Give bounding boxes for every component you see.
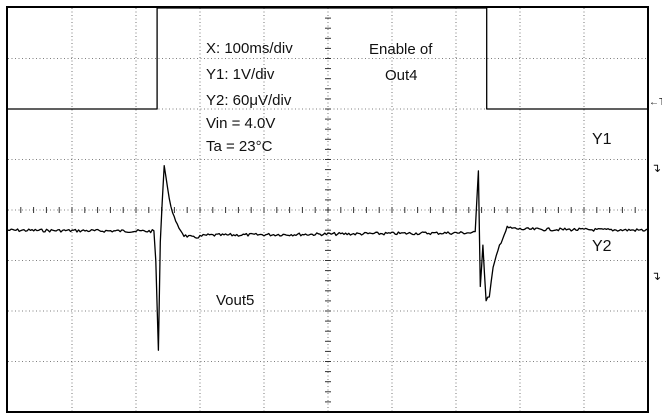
settings-line-vin: Vin = 4.0V [206, 115, 275, 132]
enable-annotation-line1: Enable of [369, 41, 433, 58]
settings-line-y1: Y1: 1V/div [206, 66, 275, 83]
y2-series-label: Y2 [592, 238, 612, 255]
settings-box: X: 100ms/div Y1: 1V/div Y2: 60μV/div Vin… [206, 40, 293, 155]
settings-line-ta: Ta = 23°C [206, 138, 273, 155]
y2-ground-marker: ↴ [651, 269, 661, 283]
y1-ground-marker: ↴ [651, 161, 661, 175]
graticule [8, 8, 648, 412]
vout-annotation: Vout5 [216, 292, 254, 309]
enable-annotation-line2: Out4 [385, 67, 418, 84]
settings-line-x: X: 100ms/div [206, 40, 293, 57]
y1-series-label: Y1 [592, 131, 612, 148]
settings-line-y2: Y2: 60μV/div [206, 92, 292, 109]
trigger-marker: ←T [649, 97, 662, 108]
y2-trace [7, 165, 649, 351]
screen-border [6, 6, 649, 413]
